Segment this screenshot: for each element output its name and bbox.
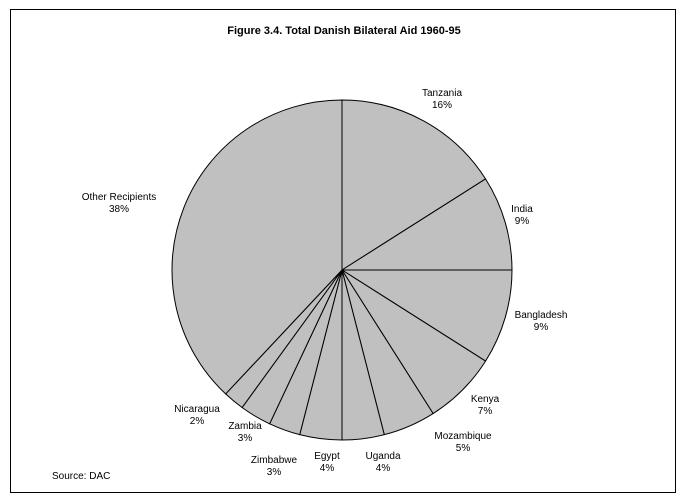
slice-value-label: 16% [432,100,452,111]
slice-label: Zambia [228,421,262,432]
slice-value-label: 38% [109,204,129,215]
slice-value-label: 9% [534,322,549,333]
slice-label: Other Recipients [82,192,156,203]
chart-title: Figure 3.4. Total Danish Bilateral Aid 1… [227,25,461,37]
pie-labels: Tanzania16%India9%Bangladesh9%Kenya7%Moz… [82,88,568,478]
slice-label: Kenya [471,394,500,405]
chart-source: Source: DAC [52,471,110,482]
slice-label: Tanzania [422,88,462,99]
slice-value-label: 7% [478,406,493,417]
slice-label: India [511,204,533,215]
slice-label: Bangladesh [515,310,568,321]
slice-value-label: 4% [320,463,335,474]
pie-slices [171,99,513,441]
slice-label: Uganda [365,451,400,462]
pie-slice-tanzania [341,99,487,271]
slice-value-label: 5% [456,443,471,454]
pie-slice-bangladesh [340,269,513,362]
slice-label: Egypt [314,451,340,462]
slice-value-label: 4% [376,463,391,474]
slice-value-label: 3% [238,433,253,444]
slice-label: Nicaragua [174,404,220,415]
pie-slice-india [340,178,513,271]
pie-slice-other-recipients [171,99,343,395]
slice-label: Mozambique [434,431,492,442]
slice-value-label: 3% [267,467,282,478]
slice-value-label: 9% [515,216,530,227]
slice-value-label: 2% [190,416,205,427]
slice-label: Zimbabwe [251,455,298,466]
